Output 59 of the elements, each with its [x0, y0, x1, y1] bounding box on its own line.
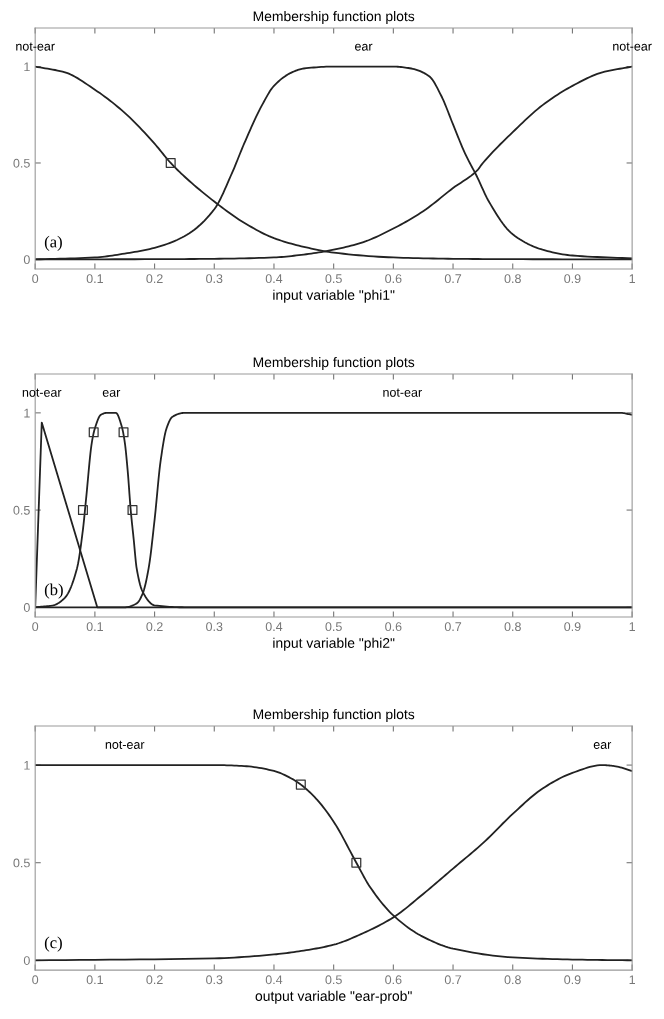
x-tick-label: 0.4	[265, 274, 283, 284]
annotation: (a)	[44, 235, 62, 251]
series-label: not-ear	[613, 42, 652, 51]
y-tick-label: 0	[23, 603, 30, 612]
x-tick-label: 0.3	[206, 975, 223, 985]
series-label: ear	[102, 389, 121, 397]
x-tick-label: 0.6	[385, 274, 402, 284]
x-tick-label: 0	[32, 622, 39, 632]
series-label: not-ear	[105, 740, 145, 749]
x-tick-label: 0.4	[265, 622, 283, 632]
x-tick-label: 0.6	[385, 622, 402, 632]
chart-title: Membership function plots	[253, 356, 415, 370]
y-tick-label: 1	[24, 62, 30, 72]
x-tick-label: 0.7	[444, 975, 462, 985]
x-tick-label: 0	[32, 975, 39, 985]
x-axis-title: input variable "phi2"	[273, 637, 395, 651]
y-tick-label: 1	[24, 408, 30, 418]
x-tick-label: 1	[629, 274, 635, 283]
y-tick-label: 0	[23, 956, 30, 965]
x-tick-label: 0.5	[325, 622, 342, 632]
x-tick-label: 1	[629, 622, 635, 631]
x-tick-label: 1	[629, 975, 635, 985]
series-label: not-ear	[16, 42, 55, 51]
x-tick-label: 0.4	[265, 975, 283, 985]
y-tick-label: 1	[24, 761, 30, 770]
x-tick-label: 0.8	[504, 274, 521, 284]
x-tick-label: 0.2	[146, 975, 163, 985]
y-tick-label: 0.5	[13, 858, 30, 868]
x-tick-label: 0.6	[385, 975, 402, 985]
x-tick-label: 0.9	[564, 274, 581, 284]
annotation: (c)	[44, 936, 62, 952]
x-axis-title: input variable "phi1"	[273, 289, 395, 303]
text: not-ear	[22, 388, 62, 397]
chart-title: Membership function plots	[253, 709, 415, 722]
x-tick-label: 0.1	[86, 274, 103, 284]
x-tick-label: 0	[32, 274, 39, 284]
x-tick-label: 0.5	[325, 274, 342, 284]
chart-title: Membership function plots	[253, 11, 415, 24]
x-tick-label: 0.1	[86, 622, 103, 632]
y-tick-label: 0.5	[13, 158, 30, 168]
series-label: not-ear	[383, 388, 422, 397]
annotation: (b)	[44, 583, 63, 599]
y-tick-label: 0	[23, 255, 30, 265]
x-tick-label: 0.1	[86, 975, 103, 985]
x-tick-label: 0.8	[504, 975, 521, 985]
x-tick-label: 0.3	[206, 274, 223, 284]
x-tick-label: 0.7	[444, 274, 462, 284]
series-label: ear	[355, 43, 373, 51]
series-label: ear	[593, 742, 612, 749]
x-axis-title: output variable "ear-prob"	[255, 990, 412, 1004]
x-tick-label: 0.5	[325, 975, 342, 985]
x-tick-label: 0.9	[564, 975, 581, 985]
x-tick-label: 0.7	[444, 622, 462, 632]
x-tick-label: 0.3	[206, 622, 223, 632]
x-tick-label: 0.2	[146, 622, 163, 632]
x-tick-label: 0.9	[564, 622, 581, 632]
y-tick-label: 0.5	[13, 505, 30, 515]
x-tick-label: 0.2	[146, 274, 163, 284]
x-tick-label: 0.8	[504, 622, 521, 632]
